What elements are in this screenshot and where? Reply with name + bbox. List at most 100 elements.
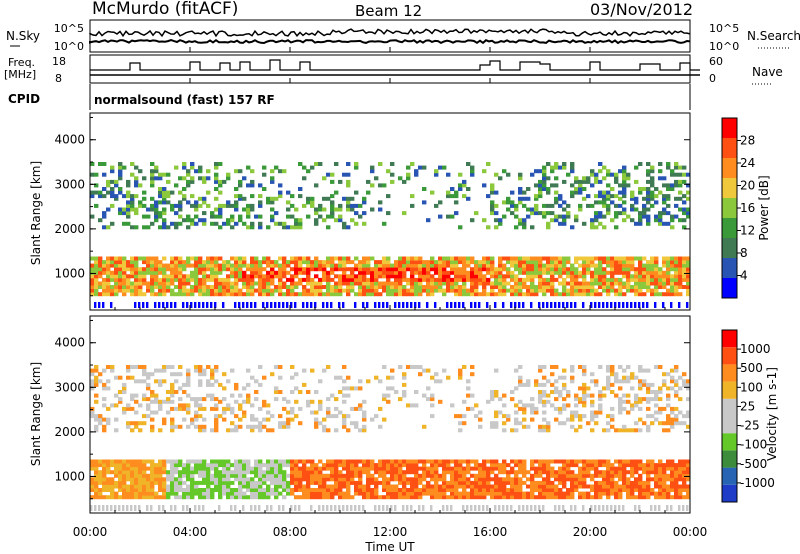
heatmap-cell: [490, 183, 495, 188]
heatmap-cell: [350, 196, 355, 201]
heatmap-cell: [374, 263, 379, 268]
heatmap-cell: [266, 428, 271, 433]
heatmap-cell: [354, 491, 359, 496]
heatmap-cell: [102, 368, 107, 373]
heatmap-cell: [610, 406, 615, 411]
heatmap-cell: [530, 211, 535, 216]
heatmap-cell: [90, 484, 95, 489]
heatmap-cell: [582, 187, 587, 191]
heatmap-cell: [482, 470, 487, 475]
heatmap-cell: [262, 473, 267, 478]
heatmap-cell: [482, 169, 487, 174]
heatmap-cell: [346, 183, 351, 188]
heatmap-cell: [374, 270, 379, 275]
heatmap-cell: [106, 463, 111, 468]
heatmap-cell: [174, 477, 179, 482]
heatmap-cell: [162, 211, 167, 216]
heatmap-cell: [550, 484, 555, 489]
heatmap-cell: [562, 484, 567, 489]
heatmap-cell: [678, 218, 683, 223]
heatmap-cell: [126, 375, 131, 380]
heatmap-cell: [98, 488, 103, 492]
heatmap-cell: [198, 403, 203, 408]
heatmap-cell: [382, 417, 387, 422]
heatmap-cell: [502, 302, 505, 308]
heatmap-cell: [286, 459, 291, 464]
heatmap-cell: [586, 256, 591, 261]
heatmap-cell: [614, 484, 619, 489]
heatmap-cell: [434, 477, 439, 482]
heatmap-cell: [638, 365, 643, 369]
heatmap-cell: [430, 274, 435, 279]
heatmap-cell: [118, 274, 123, 279]
heatmap-cell: [542, 277, 547, 282]
heatmap-cell: [130, 470, 135, 475]
heatmap-cell: [422, 187, 427, 191]
heatmap-cell: [550, 372, 555, 377]
heatmap-cell: [170, 421, 175, 426]
heatmap-cell: [462, 194, 467, 199]
heatmap-cell: [402, 495, 407, 500]
heatmap-cell: [126, 365, 131, 369]
heatmap-cell: [254, 424, 259, 429]
heatmap-cell: [614, 194, 619, 199]
heatmap-cell: [518, 463, 523, 468]
heatmap-cell: [466, 187, 471, 191]
heatmap-cell: [202, 397, 207, 402]
heatmap-cell: [362, 292, 367, 297]
heatmap-cell: [518, 256, 523, 261]
heatmap-cell: [194, 484, 199, 489]
heatmap-cell: [562, 368, 567, 373]
heatmap-cell: [262, 491, 267, 496]
heatmap-cell: [198, 406, 203, 411]
heatmap-cell: [522, 480, 527, 485]
heatmap-cell: [590, 218, 595, 223]
heatmap-cell: [318, 267, 323, 272]
heatmap-cell: [466, 270, 471, 275]
heatmap-cell: [310, 488, 315, 492]
heatmap-cell: [158, 406, 163, 411]
heatmap-cell: [158, 368, 163, 373]
heatmap-cell: [646, 466, 651, 471]
heatmap-cell: [338, 277, 343, 282]
heatmap-cell: [314, 256, 319, 261]
heatmap-cell: [386, 393, 391, 398]
heatmap-cell: [454, 466, 459, 471]
heatmap-cell: [130, 288, 135, 293]
heatmap-cell: [650, 421, 655, 426]
heatmap-cell: [414, 470, 419, 475]
heatmap-cell: [606, 480, 611, 485]
heatmap-cell: [582, 196, 587, 201]
heatmap-cell: [566, 393, 571, 398]
heatmap-cell: [454, 484, 459, 489]
heatmap-cell: [398, 176, 403, 181]
heatmap-cell: [198, 176, 203, 181]
heatmap-cell: [666, 491, 671, 496]
heatmap-cell: [138, 477, 143, 482]
heatmap-cell: [214, 292, 219, 297]
heatmap-cell: [106, 480, 111, 485]
heatmap-cell: [634, 221, 639, 226]
heatmap-cell: [538, 484, 543, 489]
heatmap-cell: [258, 267, 263, 272]
heatmap-cell: [614, 277, 619, 282]
x-tick-label: 04:00: [173, 525, 208, 539]
heatmap-cell: [462, 270, 467, 275]
heatmap-cell: [626, 375, 631, 380]
heatmap-cell: [286, 484, 291, 489]
heatmap-cell: [430, 488, 435, 492]
heatmap-cell: [214, 477, 219, 482]
heatmap-cell: [246, 183, 251, 188]
heatmap-cell: [242, 281, 247, 286]
heatmap-cell: [322, 424, 327, 429]
heatmap-cell: [422, 473, 427, 478]
heatmap-cell: [162, 466, 167, 471]
heatmap-cell: [114, 270, 119, 275]
heatmap-cell: [646, 428, 651, 433]
heatmap-cell: [266, 260, 271, 265]
heatmap-cell: [510, 459, 515, 464]
heatmap-cell: [566, 463, 571, 468]
heatmap-cell: [562, 260, 567, 265]
heatmap-cell: [262, 172, 267, 177]
heatmap-cell: [282, 292, 287, 297]
